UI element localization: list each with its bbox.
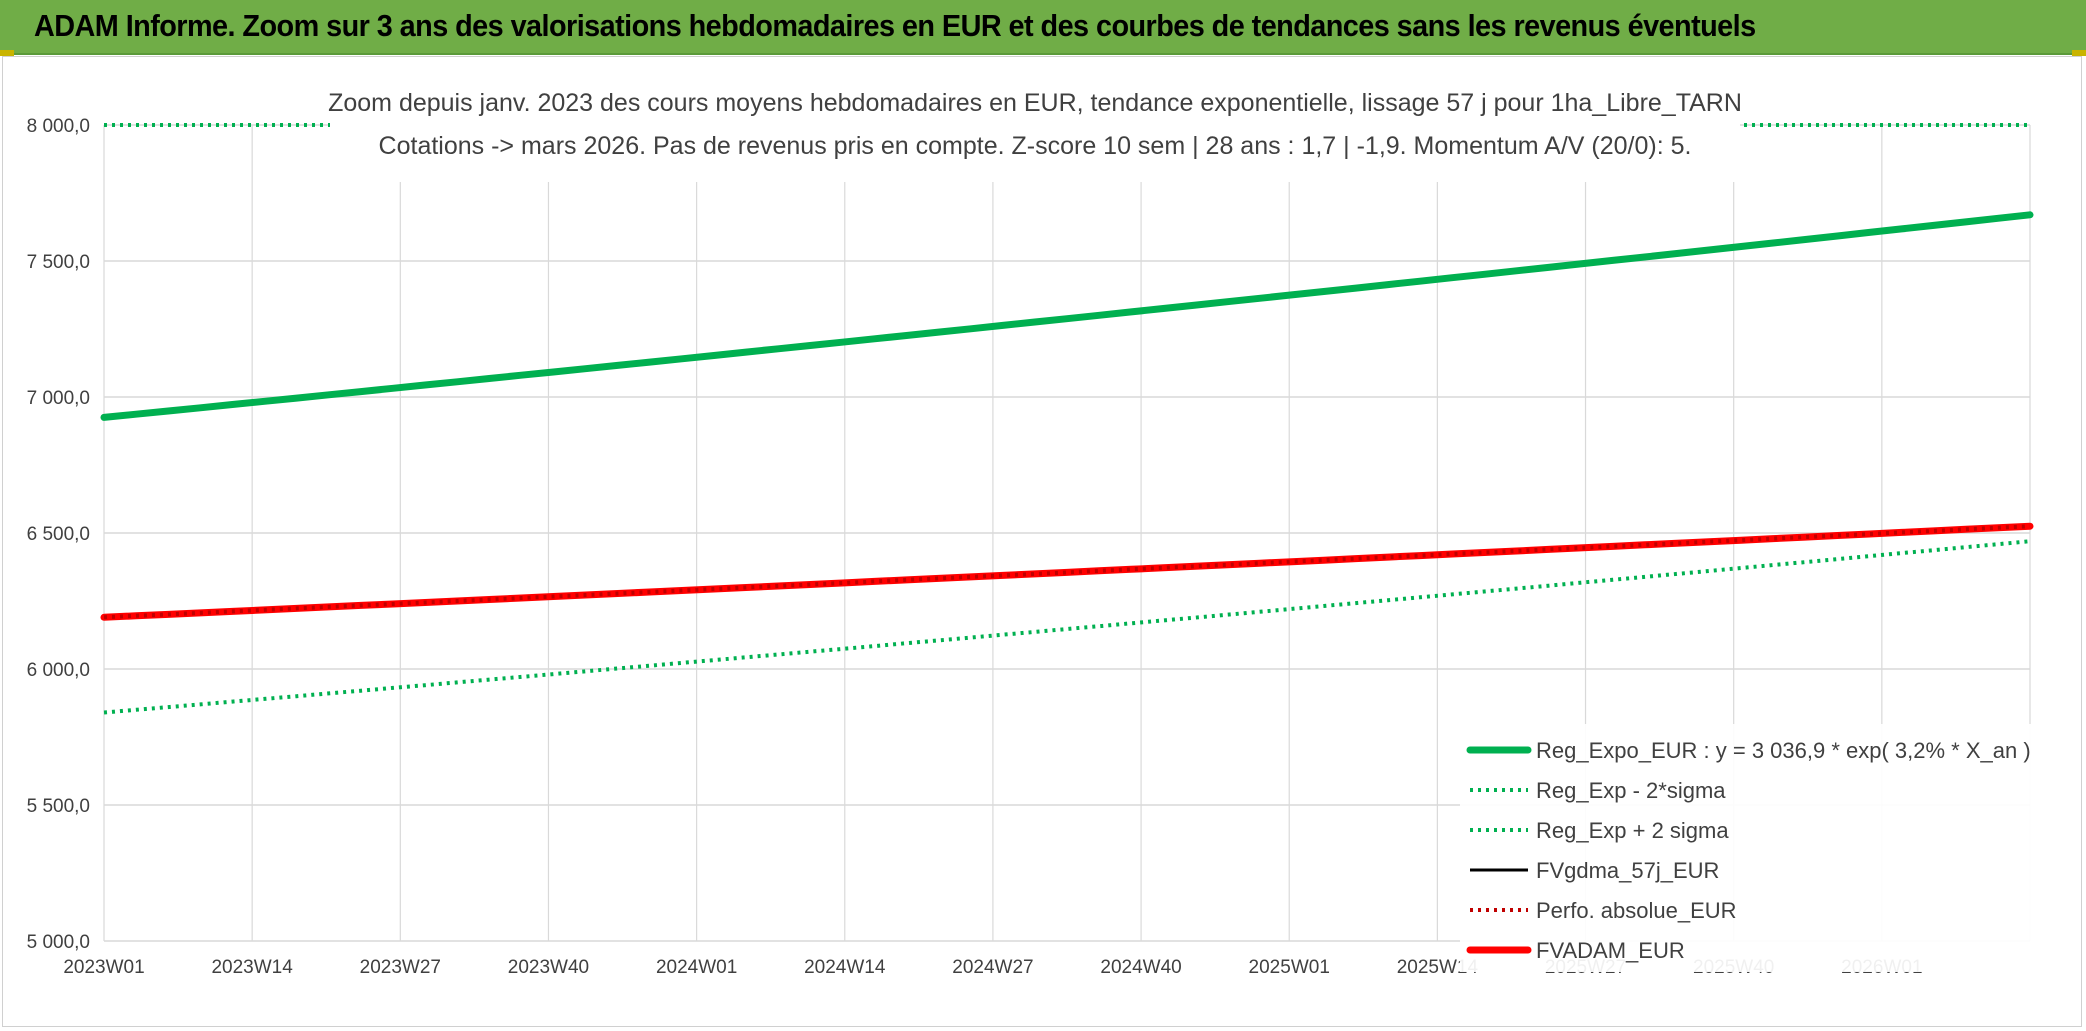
banner-corner-left — [0, 50, 14, 56]
y-tick-label: 6 000,0 — [27, 660, 90, 681]
series-layer — [100, 123, 2034, 715]
x-tick-label: 2024W40 — [1100, 957, 1181, 978]
x-tick-label: 2024W14 — [804, 957, 886, 978]
x-tick-label: 2025W14 — [1397, 957, 1479, 978]
x-tick-label: 2023W01 — [63, 957, 144, 978]
legend-background — [1460, 724, 2035, 972]
series-line-0 — [100, 211, 2034, 421]
x-tick-label: 2025W01 — [1249, 957, 1330, 978]
x-tick-label: 2023W40 — [508, 957, 589, 978]
y-tick-label: 7 500,0 — [27, 252, 90, 273]
chart-title: Zoom depuis janv. 2023 des cours moyens … — [328, 89, 1742, 117]
banner-corner-right — [2072, 50, 2086, 56]
report-title: ADAM Informe. Zoom sur 3 ans des valoris… — [34, 8, 1756, 43]
x-tick-label: 2023W27 — [360, 957, 441, 978]
legend-label: Perfo. absolue_EUR — [1536, 898, 1737, 923]
y-tick-label: 5 000,0 — [27, 932, 90, 953]
legend-label: Reg_Expo_EUR : y = 3 036,9 * exp( 3,2% *… — [1536, 738, 2031, 763]
chart-subtitle: Cotations -> mars 2026. Pas de revenus p… — [379, 132, 1692, 160]
title-background — [330, 78, 1740, 182]
x-tick-label: 2023W14 — [211, 957, 293, 978]
series-line-4 — [103, 524, 2031, 620]
legend-label: Reg_Exp - 2*sigma — [1536, 778, 1726, 803]
legend-label: Reg_Exp + 2 sigma — [1536, 818, 1729, 843]
chart-title-box: Zoom depuis janv. 2023 des cours moyens … — [328, 78, 1742, 182]
legend-label: FVgdma_57j_EUR — [1536, 858, 1719, 883]
y-tick-label: 7 000,0 — [27, 388, 90, 409]
trend-chart: Zoom depuis janv. 2023 des cours moyens … — [27, 78, 2035, 978]
legend-label: FVADAM_EUR — [1536, 938, 1685, 963]
chart-legend: Reg_Expo_EUR : y = 3 036,9 * exp( 3,2% *… — [1460, 724, 2035, 972]
y-tick-label: 6 500,0 — [27, 524, 90, 545]
series-line-1 — [103, 539, 2031, 715]
x-tick-label: 2024W27 — [952, 957, 1033, 978]
y-tick-label: 5 500,0 — [27, 796, 90, 817]
grid-layer — [103, 124, 2031, 942]
y-tick-label: 8 000,0 — [27, 116, 90, 137]
x-tick-label: 2024W01 — [656, 957, 737, 978]
report-banner: ADAM Informe. Zoom sur 3 ans des valoris… — [0, 0, 2086, 55]
